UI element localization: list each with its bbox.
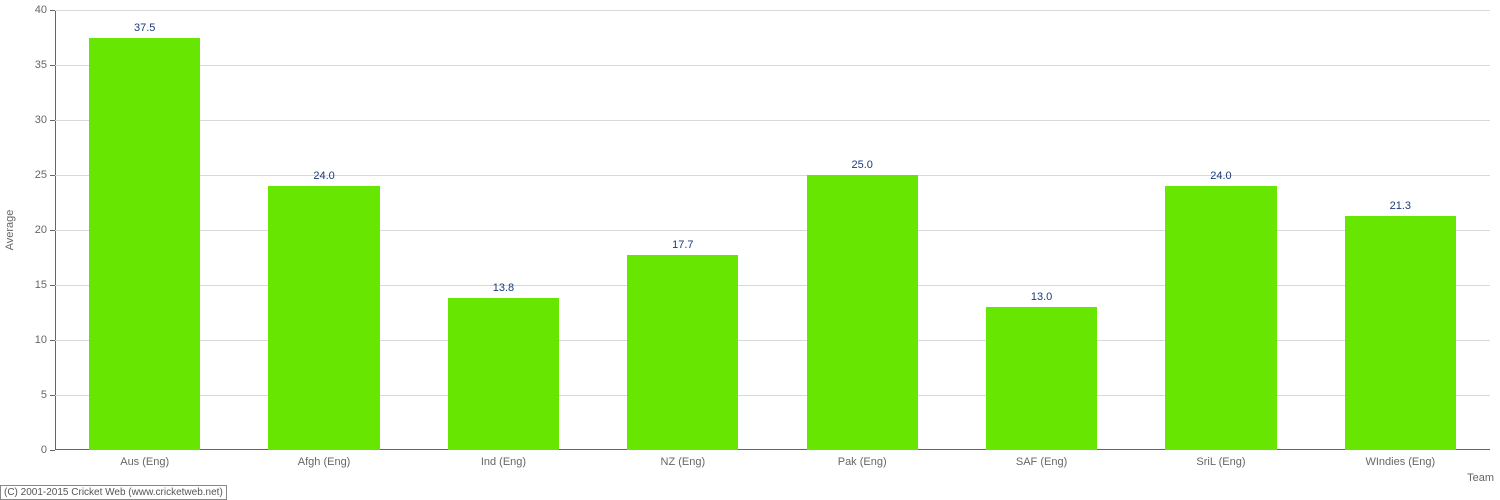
xtick-label: Afgh (Eng): [298, 450, 351, 468]
bar: 37.5: [89, 38, 200, 451]
ytick-label: 30: [35, 114, 55, 126]
bar: 24.0: [1165, 186, 1276, 450]
xtick-label: SriL (Eng): [1196, 450, 1245, 468]
ytick-label: 0: [41, 444, 55, 456]
bar-value-label: 21.3: [1390, 200, 1411, 216]
xtick-label: Pak (Eng): [838, 450, 887, 468]
bar: 24.0: [268, 186, 379, 450]
ytick-label: 35: [35, 59, 55, 71]
bar-value-label: 17.7: [672, 239, 693, 255]
plot-area: 051015202530354037.5Aus (Eng)24.0Afgh (E…: [55, 10, 1490, 450]
bar: 13.0: [986, 307, 1097, 450]
gridline: [55, 65, 1490, 66]
bar-value-label: 24.0: [1210, 170, 1231, 186]
bar: 17.7: [627, 255, 738, 450]
ytick-label: 40: [35, 4, 55, 16]
y-axis-title: Average: [4, 210, 16, 251]
copyright-text: (C) 2001-2015 Cricket Web (www.cricketwe…: [0, 485, 227, 500]
bar-value-label: 13.0: [1031, 291, 1052, 307]
bar: 13.8: [448, 298, 559, 450]
bar-value-label: 25.0: [851, 159, 872, 175]
xtick-label: Ind (Eng): [481, 450, 526, 468]
xtick-label: WIndies (Eng): [1365, 450, 1435, 468]
x-axis-title: Team: [1467, 472, 1494, 484]
ytick-label: 15: [35, 279, 55, 291]
xtick-label: Aus (Eng): [120, 450, 169, 468]
bar-value-label: 37.5: [134, 22, 155, 38]
gridline: [55, 120, 1490, 121]
gridline: [55, 175, 1490, 176]
bar-value-label: 24.0: [313, 170, 334, 186]
ytick-label: 20: [35, 224, 55, 236]
bar-value-label: 13.8: [493, 282, 514, 298]
ytick-label: 25: [35, 169, 55, 181]
bar: 21.3: [1345, 216, 1456, 450]
xtick-label: SAF (Eng): [1016, 450, 1067, 468]
chart-container: 051015202530354037.5Aus (Eng)24.0Afgh (E…: [0, 0, 1500, 500]
gridline: [55, 10, 1490, 11]
ytick-label: 5: [41, 389, 55, 401]
ytick-label: 10: [35, 334, 55, 346]
bar: 25.0: [807, 175, 918, 450]
xtick-label: NZ (Eng): [661, 450, 706, 468]
